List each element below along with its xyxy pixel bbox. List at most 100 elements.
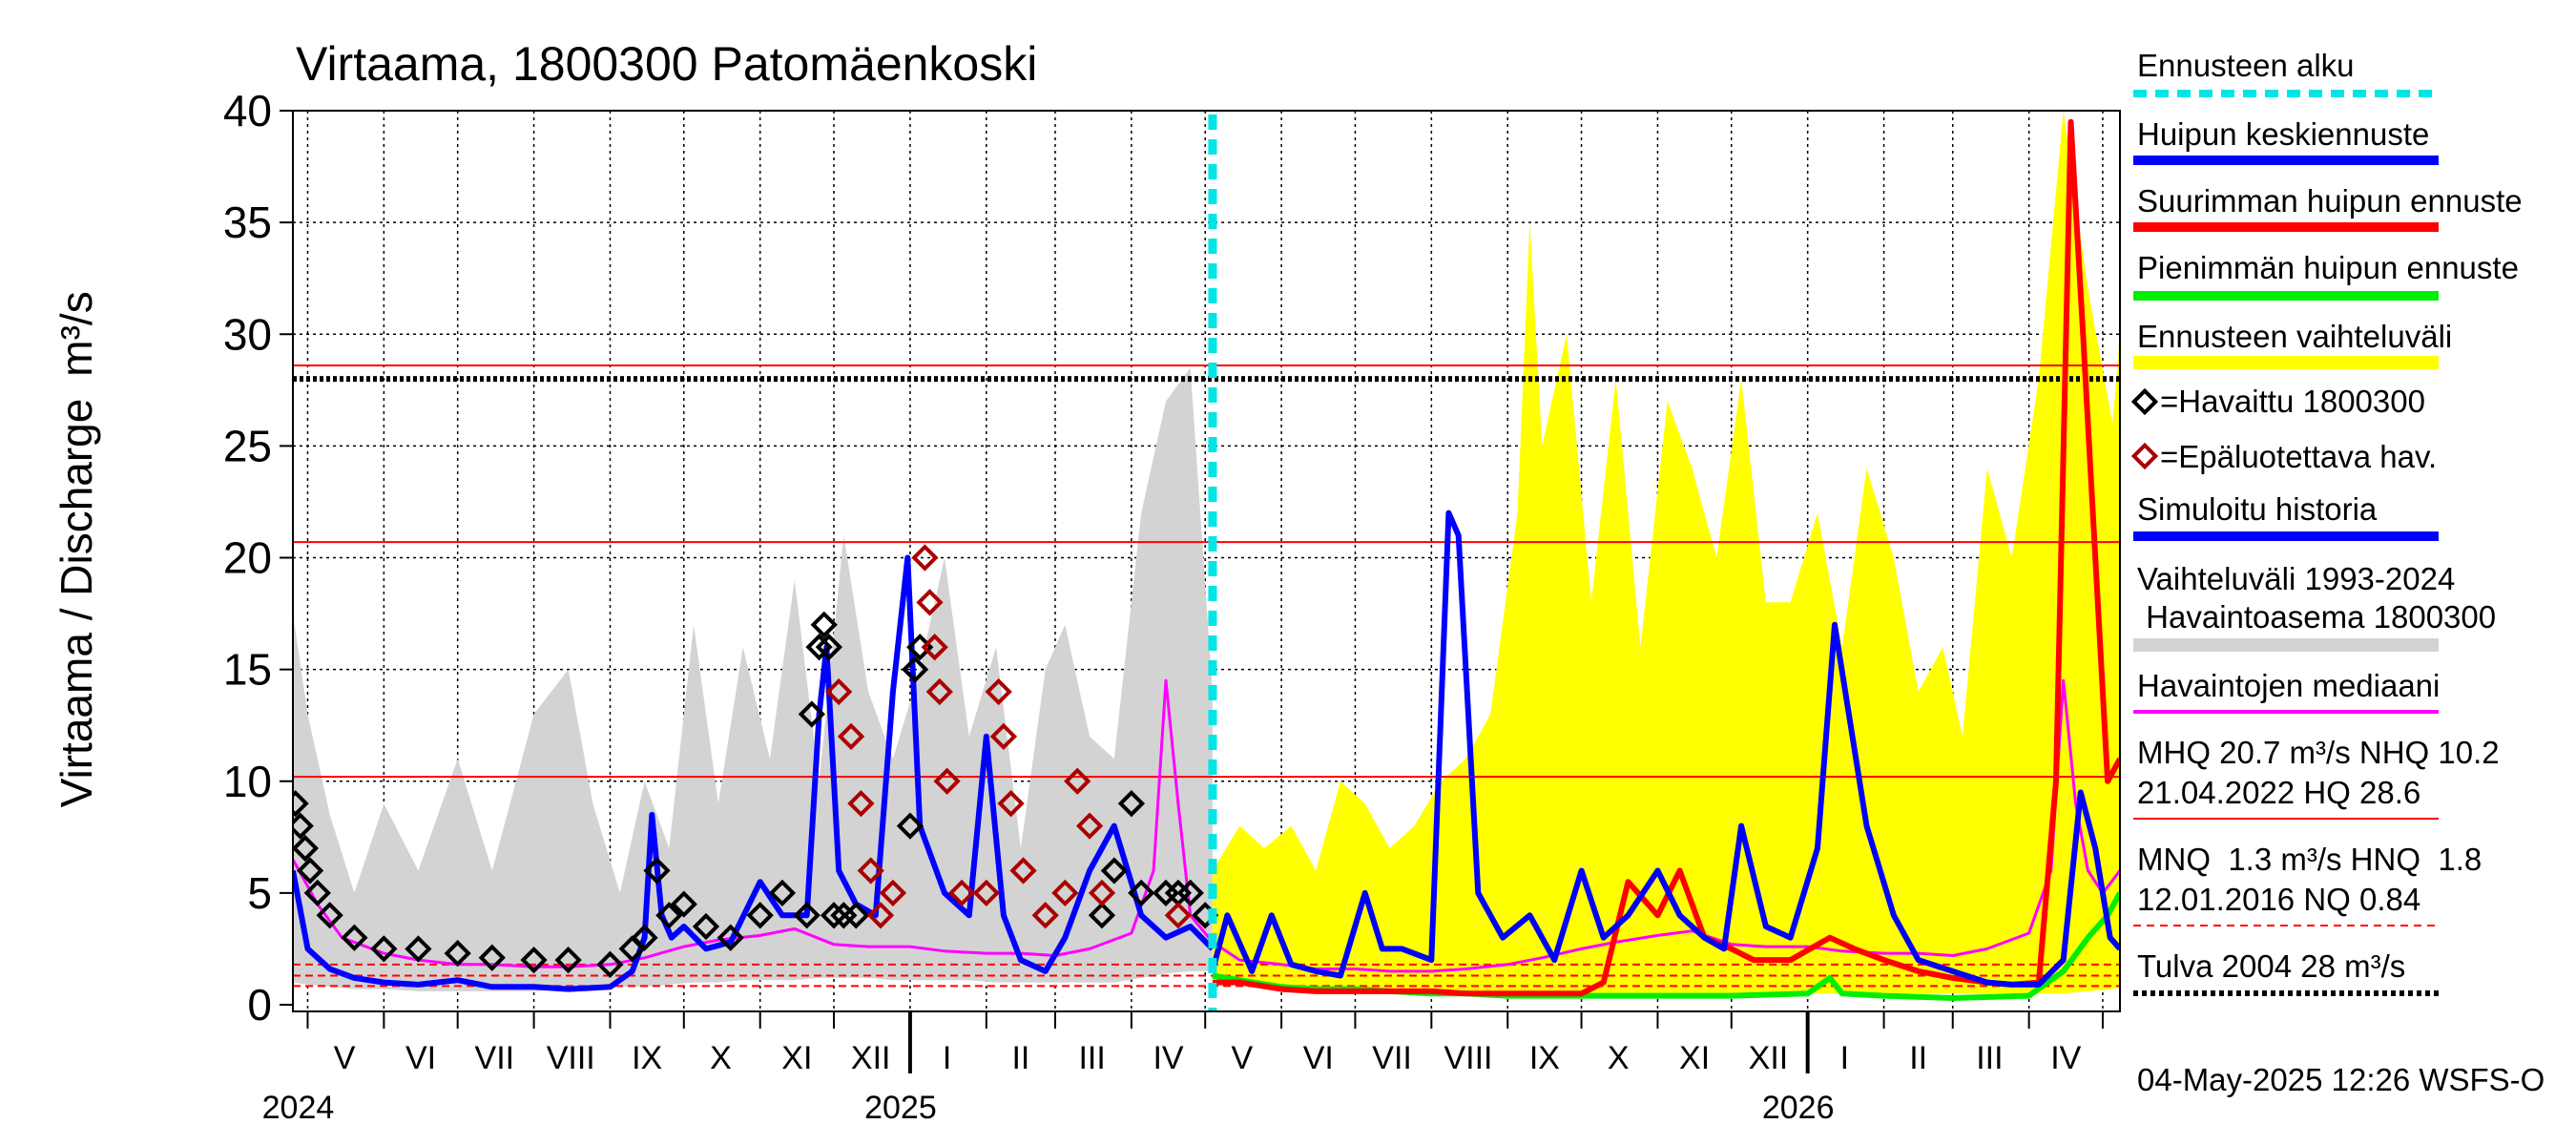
x-month-label: VIII — [547, 1040, 595, 1076]
unreliable-marker — [1064, 767, 1091, 795]
x-month-label: VI — [405, 1040, 436, 1076]
x-month-label: VII — [475, 1040, 515, 1076]
unreliable-marker — [925, 677, 953, 706]
unreliable-marker — [985, 677, 1012, 706]
y-axis-label: Virtaama / Discharge — [52, 399, 101, 808]
observed-marker — [631, 924, 658, 951]
observed-marker — [1128, 879, 1155, 907]
y-tick-label: 10 — [223, 757, 272, 806]
x-year-label: 2025 — [864, 1090, 937, 1126]
x-month-label: IV — [1153, 1040, 1183, 1076]
observed-marker — [1088, 902, 1116, 929]
observed-marker — [793, 902, 821, 929]
observed-marker — [341, 924, 368, 951]
observed-marker — [554, 946, 582, 974]
observed-marker — [293, 834, 320, 863]
observed-marker — [655, 902, 683, 929]
forecast_range-band — [1212, 111, 2120, 994]
unreliable-marker — [997, 790, 1025, 818]
legend-median: Havaintojen mediaani — [2137, 668, 2440, 703]
unreliable-marker — [866, 902, 895, 929]
observed-marker — [296, 857, 324, 885]
unreliable-marker — [1088, 879, 1116, 906]
observed-marker — [316, 902, 343, 929]
unreliable-marker — [1164, 902, 1193, 929]
series-lines — [293, 118, 2120, 1001]
observed-marker — [842, 902, 870, 929]
legend-flood: Tulva 2004 28 m³/s — [2137, 948, 2405, 984]
x-month-label: VIII — [1444, 1040, 1492, 1076]
legend-unreliable-marker — [2130, 442, 2159, 470]
unreliable-marker — [933, 767, 961, 795]
observed-marker — [901, 656, 929, 683]
observed-marker — [746, 902, 774, 929]
x-month-label: XII — [1749, 1040, 1789, 1076]
chart-title: Virtaama, 1800300 Patomäenkoski — [296, 37, 1037, 91]
legend-simulated: Simuloitu historia — [2137, 491, 2378, 527]
legend: Ennusteen alku Huipun keskiennuste Suuri… — [2130, 48, 2523, 996]
unreliable-marker — [825, 677, 853, 706]
x-month-label: I — [943, 1040, 951, 1076]
observed-marker — [1176, 879, 1204, 907]
observation-markers — [293, 544, 1219, 978]
legend-max-peak: Suurimman huipun ennuste — [2137, 183, 2523, 219]
y-tick-label: 35 — [223, 198, 272, 247]
x-month-label: XI — [781, 1040, 812, 1076]
observed-marker — [478, 944, 506, 971]
unreliable-marker — [972, 879, 1000, 907]
observed-marker — [815, 634, 843, 661]
y-tick-label: 30 — [223, 309, 272, 359]
unreliable-marker — [1031, 902, 1059, 929]
unreliable-marker — [1009, 857, 1037, 885]
y-axis-unit: m³/s — [52, 291, 101, 376]
observed-marker — [293, 790, 309, 818]
y-tick-label: 40 — [223, 86, 272, 135]
y-tick-label: 25 — [223, 421, 272, 470]
unreliable-marker — [879, 879, 907, 907]
unreliable-marker — [916, 589, 944, 616]
observed-marker — [670, 890, 697, 918]
x-month-label: II — [1909, 1040, 1927, 1076]
legend-observed-marker — [2130, 387, 2159, 416]
x-month-label: X — [710, 1040, 732, 1076]
observed-marker — [810, 611, 838, 638]
range-bands — [293, 111, 2120, 994]
unreliable-marker — [921, 634, 948, 661]
unreliable-marker — [1051, 879, 1079, 907]
observed-marker — [768, 879, 797, 907]
y-tick-label: 15 — [223, 645, 272, 695]
x-month-label: XII — [851, 1040, 891, 1076]
x-month-label: V — [1232, 1040, 1254, 1076]
observed-marker — [596, 950, 624, 978]
x-month-label: IX — [1529, 1040, 1560, 1076]
legend-stats1-line2: 21.04.2022 HQ 28.6 — [2137, 775, 2420, 810]
legend-mean-peak: Huipun keskiennuste — [2137, 116, 2429, 152]
historical_range-band — [293, 367, 1213, 991]
observed-marker — [906, 634, 934, 661]
x-month-label: V — [334, 1040, 356, 1076]
legend-unreliable: =Epäluotettava hav. — [2160, 439, 2437, 474]
y-tick-label: 0 — [247, 980, 272, 1030]
y-tick-label: 20 — [223, 533, 272, 583]
legend-forecast-range: Ennusteen vaihteluväli — [2137, 319, 2452, 354]
observed-marker — [293, 812, 314, 840]
legend-stats2-line2: 12.01.2016 NQ 0.84 — [2137, 882, 2420, 917]
legend-range-line2: Havaintoasema 1800300 — [2137, 599, 2496, 635]
observed-marker — [798, 700, 825, 728]
legend-stats1-line1: MHQ 20.7 m³/s NHQ 10.2 — [2137, 735, 2500, 770]
observed-marker — [444, 939, 471, 968]
unreliable-marker — [989, 722, 1018, 751]
observed-marker — [643, 857, 671, 885]
x-year-label: 2026 — [1762, 1090, 1835, 1126]
observed-marker — [303, 879, 331, 907]
x-month-label: II — [1011, 1040, 1029, 1076]
observed-marker — [896, 812, 924, 840]
footer-timestamp: 04-May-2025 12:26 WSFS-O — [2137, 1062, 2545, 1097]
x-month-label: IX — [632, 1040, 662, 1076]
x-month-label: IV — [2050, 1040, 2081, 1076]
legend-range-line1: Vaihteluväli 1993-2024 — [2137, 561, 2455, 596]
mean_peak-line — [1209, 510, 2120, 988]
x-month-label: X — [1608, 1040, 1630, 1076]
x-month-label: XI — [1679, 1040, 1710, 1076]
unreliable-marker — [911, 544, 939, 572]
